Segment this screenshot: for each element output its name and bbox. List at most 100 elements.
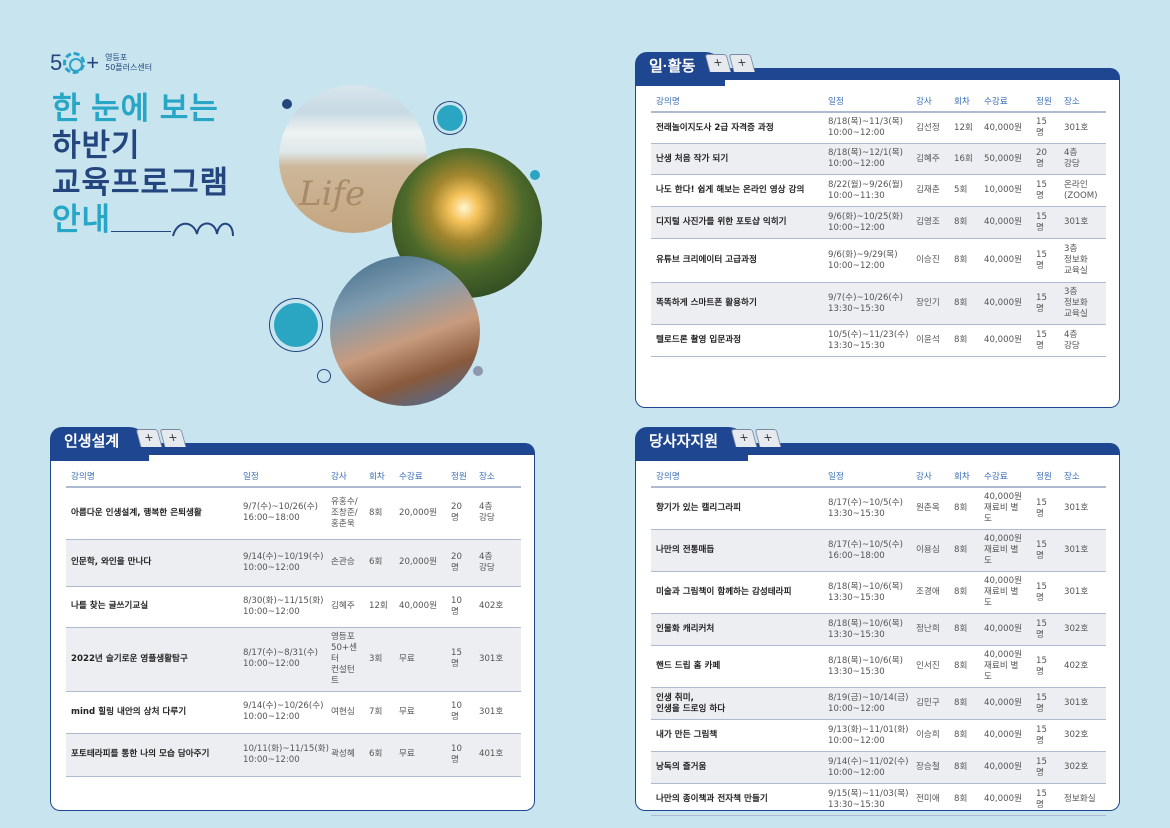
table-row[interactable]: 텔로드론 촬영 입문과정 10/5(수)~11/23(수) 13:30~15:30… [651,324,1106,357]
cell-fee: 40,000원 [979,282,1031,325]
cell-fee: 40,000원 [979,613,1031,646]
cell-course-name: 2022년 슬기로운 영플생활탐구 [66,627,238,692]
cell-fee: 40,000원 [394,586,446,628]
table-row[interactable]: 나를 찾는 글쓰기교실 8/30(화)~11/15(화) 10:00~12:00 김… [66,586,521,628]
cell-course-name: 낭독의 즐거움 [651,751,823,784]
column-header-schedule: 일정 [823,92,911,113]
cell-course-name: 나를 찾는 글쓰기교실 [66,586,238,628]
cell-instructor: 여현심 [326,691,364,734]
column-header-location: 장소 [1059,467,1106,488]
teal-dot-small [437,105,463,131]
add-tab-plus-icon[interactable]: + [704,54,732,72]
table-row[interactable]: 전래놀이지도사 2급 자격증 과정 8/18(목)~11/3(목) 10:00~1… [651,112,1106,144]
table-row[interactable]: 포토테라피를 통한 나의 모습 담아주기 10/11(화)~11/15(화) 10… [66,733,521,777]
cell-fee: 40,000원 [979,238,1031,283]
cell-instructor: 김선정 [911,112,949,144]
cell-instructor: 이승희 [911,719,949,752]
column-header-sessions: 회차 [949,92,979,113]
cell-location: 3층 정보화 교육실 [1059,238,1106,283]
table-row[interactable]: 향기가 있는 캘리그라피 8/17(수)~10/5(수) 13:30~15:30 원… [651,487,1106,530]
cell-capacity: 15명 [1031,571,1059,614]
cell-fee: 20,000원 [394,539,446,587]
table-header-row: 강의명 일정 강사 회차 수강료 정원 장소 [651,92,1106,113]
cell-fee: 10,000원 [979,174,1031,207]
cell-capacity: 20명 [446,487,474,540]
cell-fee: 40,000원 [979,719,1031,752]
cell-course-name: 포토테라피를 통한 나의 모습 담아주기 [66,733,238,777]
section-tab[interactable]: 인생설계 [50,427,150,461]
cell-sessions: 8회 [949,645,979,688]
table-row[interactable]: 나만의 종이책과 전자책 만들기 9/15(목)~11/03(목) 13:30~1… [651,783,1106,816]
cell-schedule: 8/30(화)~11/15(화) 10:00~12:00 [238,586,326,628]
table-row[interactable]: 인문학, 와인을 만나다 9/14(수)~10/19(수) 10:00~12:00… [66,539,521,587]
table-row[interactable]: 나도 한다! 쉽게 해보는 온라인 영상 강의 8/22(월)~9/26(월) 1… [651,174,1106,207]
cell-capacity: 15명 [446,627,474,692]
column-header-fee: 수강료 [979,92,1031,113]
table-row[interactable]: 난생 처음 작가 되기 8/18(목)~12/1(목) 10:00~12:00 김혜… [651,143,1106,175]
table-row[interactable]: mind 힐링 내안의 상처 다루기 9/14(수)~10/26(수) 10:00… [66,691,521,734]
table-row[interactable]: 핸드 드립 홈 카페 8/18(목)~10/6(목) 13:30~15:30 인서진… [651,645,1106,688]
cell-location: 301호 [474,691,521,734]
cell-sessions: 16회 [949,143,979,175]
cell-location: 4층 강당 [474,539,521,587]
cell-course-name: 유튜브 크리에이터 고급과정 [651,238,823,283]
cell-schedule: 8/18(목)~11/3(목) 10:00~12:00 [823,112,911,144]
column-header-instructor: 강사 [911,92,949,113]
table-row[interactable]: 인물화 캐리커처 8/18(목)~10/6(목) 13:30~15:30 정난희 8회… [651,613,1106,646]
cell-sessions: 8회 [949,751,979,784]
cell-schedule: 8/18(목)~10/6(목) 13:30~15:30 [823,645,911,688]
cell-fee: 50,000원 [979,143,1031,175]
cell-sessions: 3회 [364,627,394,692]
column-header-fee: 수강료 [979,467,1031,488]
life-sand-writing: Life [298,174,365,214]
table-row[interactable]: 똑똑하게 스마트폰 활용하기 9/7(수)~10/26(수) 13:30~15:3… [651,282,1106,325]
add-tab-plus-icon[interactable]: + [159,429,187,447]
cell-fee: 40,000원 [979,324,1031,357]
center-logo: 5 + 영등포 50플러스센터 [50,50,152,76]
course-table: 강의명 일정 강사 회차 수강료 정원 장소 아름다운 인생설계, 행복한 은퇴생활 9/7(수… [66,467,521,777]
section-tab[interactable]: 당사자지원 [635,427,749,461]
cell-capacity: 15명 [1031,174,1059,207]
table-row[interactable]: 인생 취미, 인생을 드로잉 하다 8/19(금)~10/14(금) 10:00~… [651,687,1106,720]
cell-schedule: 8/17(수)~10/5(수) 16:00~18:00 [823,529,911,572]
cell-capacity: 15명 [1031,282,1059,325]
title-line-1: 한 눈에 보는 [52,91,219,126]
table-row[interactable]: 아름다운 인생설계, 행복한 은퇴생활 9/7(수)~10/26(수) 16:00… [66,487,521,540]
cell-capacity: 10명 [446,691,474,734]
cell-course-name: 나만의 종이책과 전자책 만들기 [651,783,823,816]
cell-fee: 무료 [394,733,446,777]
cell-schedule: 9/14(수)~10/26(수) 10:00~12:00 [238,691,326,734]
painting-photo [330,256,480,406]
cell-course-name: 인생 취미, 인생을 드로잉 하다 [651,687,823,720]
cell-sessions: 8회 [949,487,979,530]
table-row[interactable]: 미술과 그림책이 함께하는 감성테라피 8/18(목)~10/6(목) 13:30… [651,571,1106,614]
table-row[interactable]: 유튜브 크리에이터 고급과정 9/6(화)~9/29(목) 10:00~12:00… [651,238,1106,283]
cell-fee: 무료 [394,627,446,692]
column-header-location: 장소 [474,467,521,488]
cell-capacity: 15명 [1031,487,1059,530]
cell-location: 301호 [1059,529,1106,572]
cell-sessions: 6회 [364,539,394,587]
table-row[interactable]: 디지털 사진가를 위한 포토샵 익히기 9/6(화)~10/25(화) 10:00… [651,206,1106,239]
cell-location: 401호 [474,733,521,777]
add-tab-plus-icon[interactable]: + [754,429,782,447]
cell-location: 3층 정보화 교육실 [1059,282,1106,325]
cell-schedule: 8/18(목)~10/6(목) 13:30~15:30 [823,571,911,614]
cell-sessions: 8회 [949,529,979,572]
table-row[interactable]: 낭독의 즐거움 9/14(수)~11/02(수) 10:00~12:00 장승철 8회… [651,751,1106,784]
cell-capacity: 15명 [1031,529,1059,572]
cell-course-name: 텔로드론 촬영 입문과정 [651,324,823,357]
table-row[interactable]: 2022년 슬기로운 영플생활탐구 8/17(수)~8/31(수) 10:00~1… [66,627,521,692]
cell-course-name: 인물화 캐리커처 [651,613,823,646]
cell-capacity: 15명 [1031,719,1059,752]
cell-course-name: mind 힐링 내안의 상처 다루기 [66,691,238,734]
cell-location: 정보화실 [1059,783,1106,816]
add-tab-plus-icon[interactable]: + [135,429,163,447]
add-tab-plus-icon[interactable]: + [730,429,758,447]
table-header-row: 강의명 일정 강사 회차 수강료 정원 장소 [651,467,1106,488]
cell-instructor: 인서진 [911,645,949,688]
table-row[interactable]: 내가 만든 그림책 9/13(화)~11/01(화) 10:00~12:00 이승희… [651,719,1106,752]
add-tab-plus-icon[interactable]: + [728,54,756,72]
table-row[interactable]: 나만의 전통매듭 8/17(수)~10/5(수) 16:00~18:00 이용심 8회… [651,529,1106,572]
cell-location: 302호 [1059,613,1106,646]
